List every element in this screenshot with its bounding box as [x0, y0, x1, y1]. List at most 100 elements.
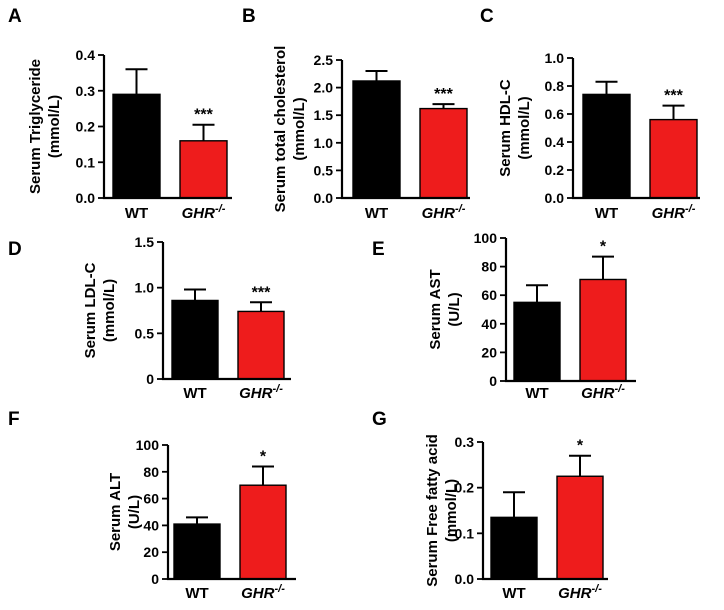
y-tick-label: 0 [489, 373, 497, 389]
y-axis-label-line: (U/L) [446, 292, 463, 326]
y-tick-label: 1.5 [314, 107, 334, 123]
panel-letter: A [8, 6, 22, 27]
error-bar [432, 103, 455, 109]
category-label: GHR-/- [182, 203, 226, 222]
y-tick-label: 0.3 [76, 83, 96, 99]
y-axis-label-line: Serum HDL-C [497, 79, 514, 177]
category-label: WT [185, 585, 208, 602]
y-tick-label: 1.0 [545, 50, 565, 66]
bar-ghr [239, 484, 287, 580]
error-bar [184, 288, 206, 301]
y-axis-label: Serum LDL-C (mmol/L) [82, 262, 118, 358]
y-tick-label: 0 [151, 571, 159, 587]
y-axis-label: Serum Triglyceride (mmol/L) [27, 59, 63, 194]
y-tick-label: 60 [481, 287, 497, 303]
panel-letter: F [8, 409, 20, 430]
y-tick-label: 0.0 [455, 571, 475, 587]
y-axis-label-line: Serum AST [427, 269, 444, 349]
category-label: GHR-/- [239, 383, 283, 402]
y-tick-label: 0.2 [545, 162, 565, 178]
y-axis-label-line: Serum Free fatty acid [424, 434, 441, 587]
bar-ghr [179, 140, 228, 199]
y-axis-label-line: Serum total cholesterol [272, 46, 289, 213]
category-label: WT [525, 385, 548, 402]
category-label: GHR-/- [422, 203, 466, 222]
error-bar [569, 454, 591, 477]
category-label: GHR-/- [652, 203, 696, 222]
category-label: WT [183, 385, 206, 402]
y-tick-label: 0 [146, 371, 154, 387]
bar-wt [513, 301, 561, 382]
significance-marker: * [260, 448, 267, 465]
category-label: WT [365, 205, 388, 222]
y-tick-label: 0.0 [545, 190, 565, 206]
bar-wt [582, 93, 631, 199]
panel-a: A Serum Triglyceride (mmol/L) WT *** GHR-/- 0.… [8, 6, 232, 222]
y-axis-label-line: (mmol/L) [101, 279, 118, 342]
error-bar [186, 516, 208, 525]
y-axis-label: Serum total cholesterol (mmol/L) [272, 46, 308, 213]
y-tick-label: 0.0 [314, 190, 334, 206]
y-axis-label-line: (mmol/L) [46, 95, 63, 158]
significance-marker: * [600, 239, 607, 256]
panel-letter: C [480, 6, 494, 27]
y-tick-label: 1.5 [135, 234, 155, 250]
y-axis-label-line: (mmol/L) [291, 97, 308, 160]
category-label: GHR-/- [581, 383, 625, 402]
bar-wt [171, 299, 219, 380]
category-label: WT [502, 585, 525, 602]
significance-marker: *** [434, 86, 453, 103]
error-bar [250, 301, 272, 312]
y-axis-label-line: Serum LDL-C [82, 262, 99, 358]
y-tick-label: 20 [143, 544, 159, 560]
error-bar [125, 68, 148, 95]
y-tick-label: 0.4 [545, 134, 565, 150]
category-label: GHR-/- [558, 583, 602, 602]
y-axis-label-line: Serum ALT [107, 473, 124, 551]
y-tick-label: 0.2 [76, 119, 96, 135]
y-axis-label-line: (mmol/L) [516, 96, 533, 159]
y-axis-label-line: (U/L) [126, 495, 143, 529]
error-bar [526, 284, 548, 303]
y-tick-label: 0.2 [455, 480, 475, 496]
y-tick-label: 60 [143, 491, 159, 507]
bar-ghr [419, 107, 468, 199]
y-tick-label: 1.0 [314, 135, 334, 151]
category-label: WT [595, 205, 618, 222]
y-axis-label-line: (mmol/L) [443, 479, 460, 542]
y-tick-label: 0.4 [76, 47, 96, 63]
y-tick-label: 0.5 [135, 325, 155, 341]
panel-b: B Serum total cholesterol (mmol/L) WT *** GHR… [242, 6, 470, 222]
panel-f: F Serum ALT (U/L) WT * GHR-/- 0 20 40 60 80 100 [8, 409, 296, 602]
bar-ghr [649, 118, 698, 199]
panel-e: E Serum AST (U/L) WT * GHR-/- 0 20 40 60 80 100 [372, 230, 636, 402]
panel-letter: D [8, 239, 22, 260]
y-axis-label: Serum HDL-C (mmol/L) [497, 79, 533, 177]
significance-marker: *** [194, 107, 213, 124]
y-tick-label: 80 [143, 464, 159, 480]
error-bar [662, 104, 685, 120]
panel-c: C Serum HDL-C (mmol/L) WT *** GHR-/- 0.0 0.2 0.4… [480, 6, 700, 222]
error-bar [192, 123, 215, 141]
panel-letter: E [372, 239, 385, 260]
category-label: GHR-/- [241, 583, 285, 602]
error-bar [365, 70, 388, 81]
category-label: WT [125, 205, 148, 222]
y-tick-label: 0.6 [545, 106, 565, 122]
panel-g: G Serum Free fatty acid (mmol/L) WT * GHR-/- 0… [372, 409, 608, 602]
significance-marker: *** [664, 88, 683, 105]
error-bar [595, 80, 618, 95]
bar-ghr [556, 475, 604, 580]
error-bar [503, 491, 525, 518]
bar-wt [490, 516, 538, 580]
error-bar [252, 465, 274, 486]
y-axis-label-line: Serum Triglyceride [27, 59, 44, 194]
y-tick-label: 0.1 [76, 154, 96, 170]
y-tick-label: 0.1 [455, 525, 475, 541]
bar-wt [173, 523, 221, 580]
y-tick-label: 0.8 [545, 78, 565, 94]
panel-d: D Serum LDL-C (mmol/L) WT *** GHR-/- 0 0.5 1.0 1.… [8, 234, 291, 402]
panel-letter: B [242, 6, 256, 27]
y-tick-label: 100 [136, 437, 160, 453]
y-tick-label: 0.5 [314, 162, 334, 178]
